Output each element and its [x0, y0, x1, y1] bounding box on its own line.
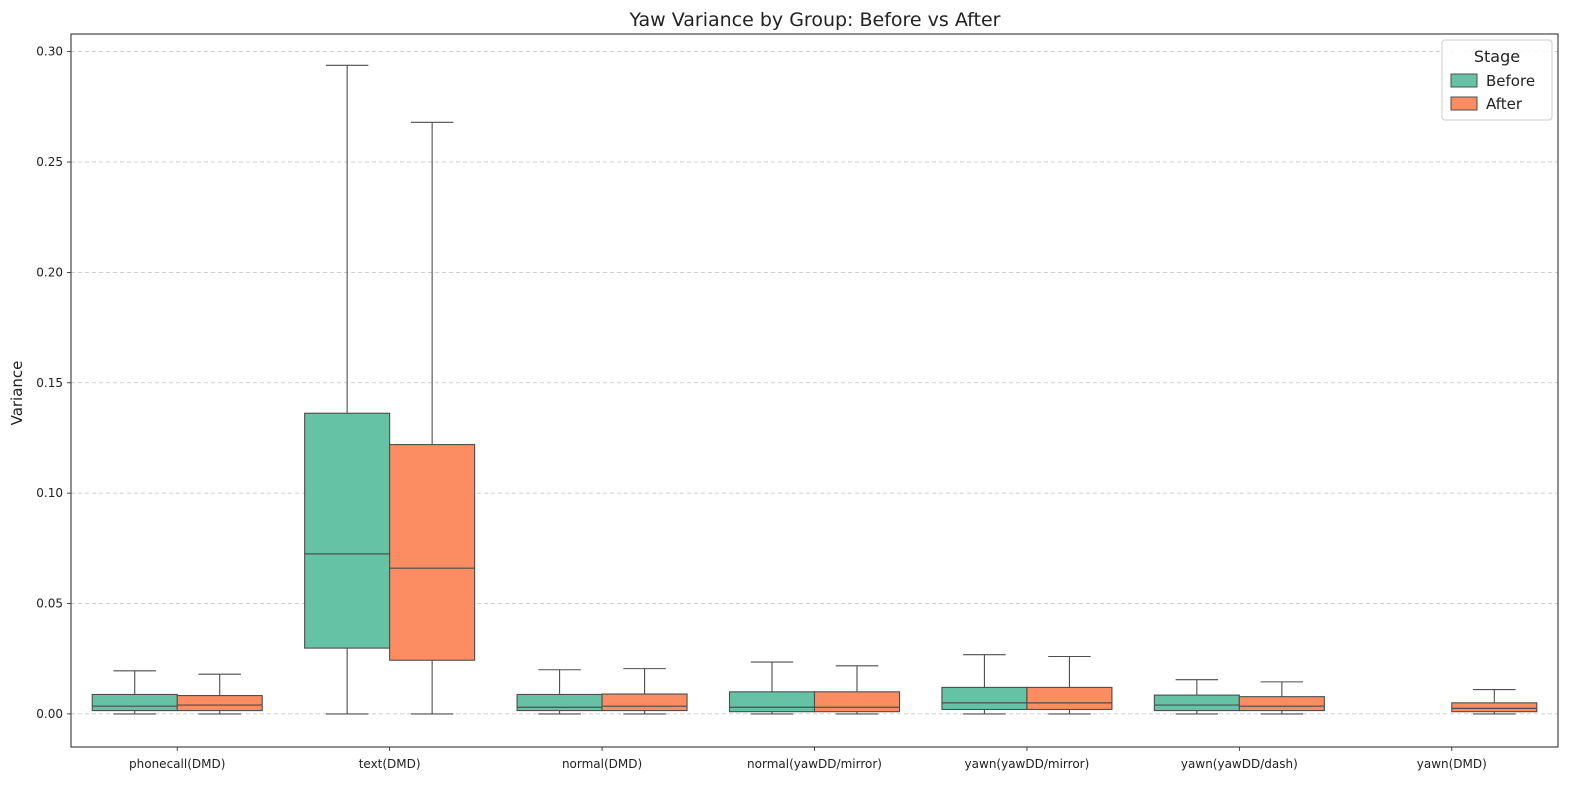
legend-entry-after: After [1486, 95, 1523, 113]
x-tick-label: yawn(yawDD/mirror) [965, 757, 1090, 771]
legend-swatch-after [1450, 96, 1478, 111]
box-iqr [601, 693, 688, 712]
y-tick-label: 0.00 [36, 707, 63, 721]
x-tick-label: text(DMD) [359, 757, 421, 771]
box-after-4 [1026, 655, 1113, 715]
box-after-5 [1238, 681, 1325, 715]
box-after-0 [176, 673, 263, 715]
box-iqr [1238, 696, 1325, 712]
box-after-6 [1451, 689, 1538, 715]
box-after-3 [813, 665, 901, 715]
y-axis-label: Variance [8, 361, 26, 426]
y-tick-label: 0.05 [36, 597, 63, 611]
box-iqr [389, 444, 476, 661]
box-iqr [728, 691, 816, 713]
x-tick-label: normal(DMD) [562, 757, 642, 771]
chart-title: Yaw Variance by Group: Before vs After [629, 9, 1001, 31]
box-before-3 [728, 661, 816, 715]
box-iqr [91, 693, 178, 712]
plot-frame [70, 33, 1559, 748]
y-tick-label: 0.15 [36, 376, 63, 390]
box-before-2 [516, 669, 603, 715]
y-tick-label: 0.30 [36, 45, 63, 59]
x-tick-label: normal(yawDD/mirror) [747, 757, 882, 771]
box-iqr [1026, 686, 1113, 711]
box-iqr [176, 695, 263, 712]
x-tick-label: phonecall(DMD) [129, 757, 225, 771]
box-iqr [1153, 694, 1240, 712]
legend: Stage Before After [1441, 39, 1553, 121]
legend-entry-before: Before [1486, 72, 1535, 90]
x-tick-label: yawn(yawDD/dash) [1181, 757, 1298, 771]
legend-title: Stage [1474, 47, 1520, 66]
box-before-4 [941, 654, 1028, 715]
y-tick-label: 0.20 [36, 265, 63, 279]
y-tick-label: 0.25 [36, 155, 63, 169]
plot-area: 0.00 0.05 0.10 0.15 0.20 0.25 0.30 phonecall(DM… [36, 33, 1559, 771]
legend-swatch-before [1450, 73, 1478, 88]
box-iqr [516, 693, 603, 712]
x-tick-label: yawn(DMD) [1417, 757, 1487, 771]
box-after-2 [601, 668, 688, 715]
box-after-1 [389, 121, 476, 715]
box-before-5 [1153, 679, 1240, 715]
box-before-1 [304, 64, 391, 715]
y-tick-label: 0.10 [36, 486, 63, 500]
box-iqr [304, 412, 391, 649]
box-before-0 [91, 670, 178, 715]
box-iqr [813, 691, 901, 713]
box-iqr [1451, 702, 1538, 713]
box-iqr [941, 686, 1028, 711]
